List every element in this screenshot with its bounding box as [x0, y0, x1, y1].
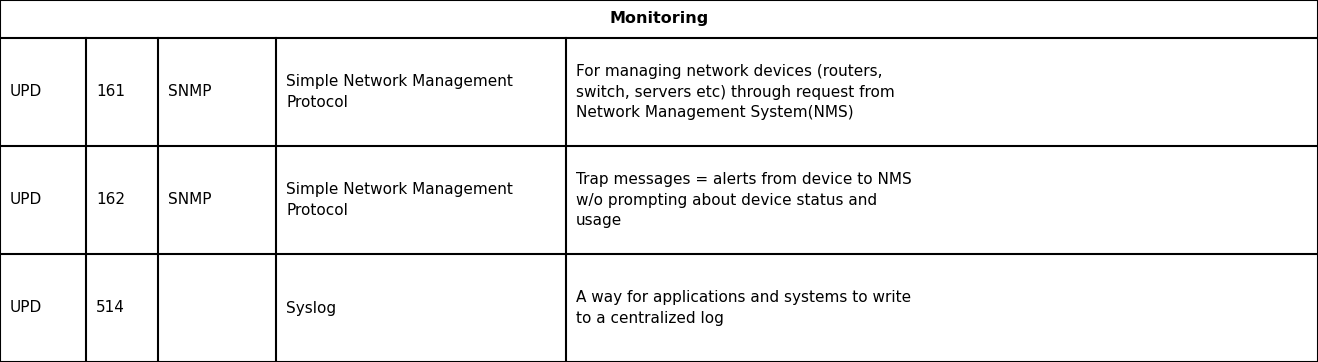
- Text: SNMP: SNMP: [167, 193, 211, 207]
- Text: Simple Network Management
Protocol: Simple Network Management Protocol: [286, 74, 513, 110]
- Text: UPD: UPD: [11, 84, 42, 100]
- Text: Monitoring: Monitoring: [609, 12, 709, 26]
- Text: 514: 514: [96, 300, 125, 316]
- Text: UPD: UPD: [11, 300, 42, 316]
- Text: Trap messages = alerts from device to NMS
w/o prompting about device status and
: Trap messages = alerts from device to NM…: [576, 172, 912, 228]
- Text: Syslog: Syslog: [286, 300, 336, 316]
- Text: Simple Network Management
Protocol: Simple Network Management Protocol: [286, 182, 513, 218]
- Text: 161: 161: [96, 84, 125, 100]
- Text: A way for applications and systems to write
to a centralized log: A way for applications and systems to wr…: [576, 290, 911, 326]
- Text: 162: 162: [96, 193, 125, 207]
- Text: SNMP: SNMP: [167, 84, 211, 100]
- Text: UPD: UPD: [11, 193, 42, 207]
- Text: For managing network devices (routers,
switch, servers etc) through request from: For managing network devices (routers, s…: [576, 64, 895, 120]
